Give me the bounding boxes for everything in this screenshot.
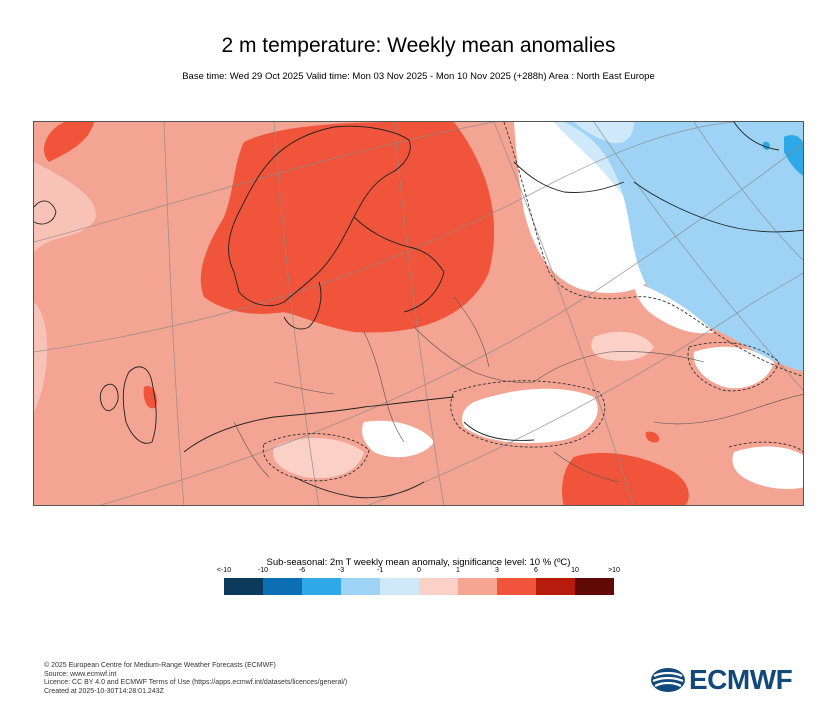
- legend-label: -10: [257, 567, 269, 574]
- legend-swatch-9: [575, 578, 614, 595]
- legend-title: Sub-seasonal: 2m T weekly mean anomaly, …: [266, 557, 571, 568]
- legend-label: -6: [298, 567, 306, 574]
- negative-anomaly-core: [784, 135, 803, 176]
- graticule: [34, 122, 803, 505]
- footer: © 2025 European Centre for Medium-Range …: [44, 662, 347, 696]
- footer-copyright: © 2025 European Centre for Medium-Range …: [44, 662, 276, 669]
- legend-labels: <-10 -10 -6 -3 -1 0 1 3 6 10 >10: [217, 567, 620, 579]
- legend-swatch-4: [380, 578, 419, 595]
- legend-swatch-8: [536, 578, 575, 595]
- footer-created: Created at 2025-10-30T14:28:01.243Z: [44, 687, 164, 695]
- chart-title: 2 m temperature: Weekly mean anomalies: [221, 34, 616, 57]
- legend-colorbar: [224, 578, 614, 595]
- legend-label: 6: [534, 567, 538, 574]
- legend-swatch-0: [224, 578, 263, 595]
- legend-swatch-2: [302, 578, 341, 595]
- neutral-zone-ukraine: [462, 388, 598, 444]
- legend-swatch-6: [458, 578, 497, 595]
- ecmwf-logo: ECMWF: [650, 664, 800, 695]
- legend-label: 0: [417, 567, 421, 574]
- ecmwf-logo-text: ECMWF: [689, 664, 793, 695]
- slight-negative-edge: [574, 122, 634, 144]
- positive-anomaly-scandinavia: [200, 122, 495, 333]
- positive-anomaly-iceland: [44, 122, 94, 162]
- neutral-zone-southeast: [732, 446, 803, 489]
- chart-subtitle: Base time: Wed 29 Oct 2025 Valid time: M…: [182, 71, 655, 82]
- neutral-zone-volga: [693, 346, 774, 389]
- neutral-fringe-east: [634, 282, 714, 334]
- pale-zone-balkans: [273, 437, 364, 479]
- legend-swatch-7: [497, 578, 536, 595]
- positive-anomaly-caspian: [562, 452, 689, 505]
- footer-licence: Licence: CC BY 4.0 and ECMWF Terms of Us…: [44, 679, 348, 686]
- legend-label: 10: [571, 567, 579, 574]
- ecmwf-logo-icon: [651, 668, 685, 692]
- map-svg: [34, 122, 803, 505]
- legend-swatch-1: [263, 578, 302, 595]
- borders: [233, 296, 803, 483]
- footer-source: Source: www.ecmwf.int: [44, 670, 117, 678]
- anomaly-map: [33, 121, 804, 506]
- legend-label: <-10: [216, 567, 232, 574]
- pink-patch-southwest: [34, 302, 48, 412]
- significance-contours: [262, 122, 803, 482]
- legend-label: 1: [456, 567, 460, 574]
- legend-swatch-3: [341, 578, 380, 595]
- legend-label: -3: [337, 567, 345, 574]
- legend-label: -1: [376, 567, 384, 574]
- pale-zone-central-russia: [591, 331, 654, 361]
- neutral-zone-blacksea: [362, 420, 434, 458]
- coastlines: [34, 122, 803, 499]
- positive-anomaly-small: [645, 431, 660, 443]
- legend-swatch-5: [419, 578, 458, 595]
- legend-label: 3: [495, 567, 499, 574]
- legend-label: >10: [608, 567, 620, 574]
